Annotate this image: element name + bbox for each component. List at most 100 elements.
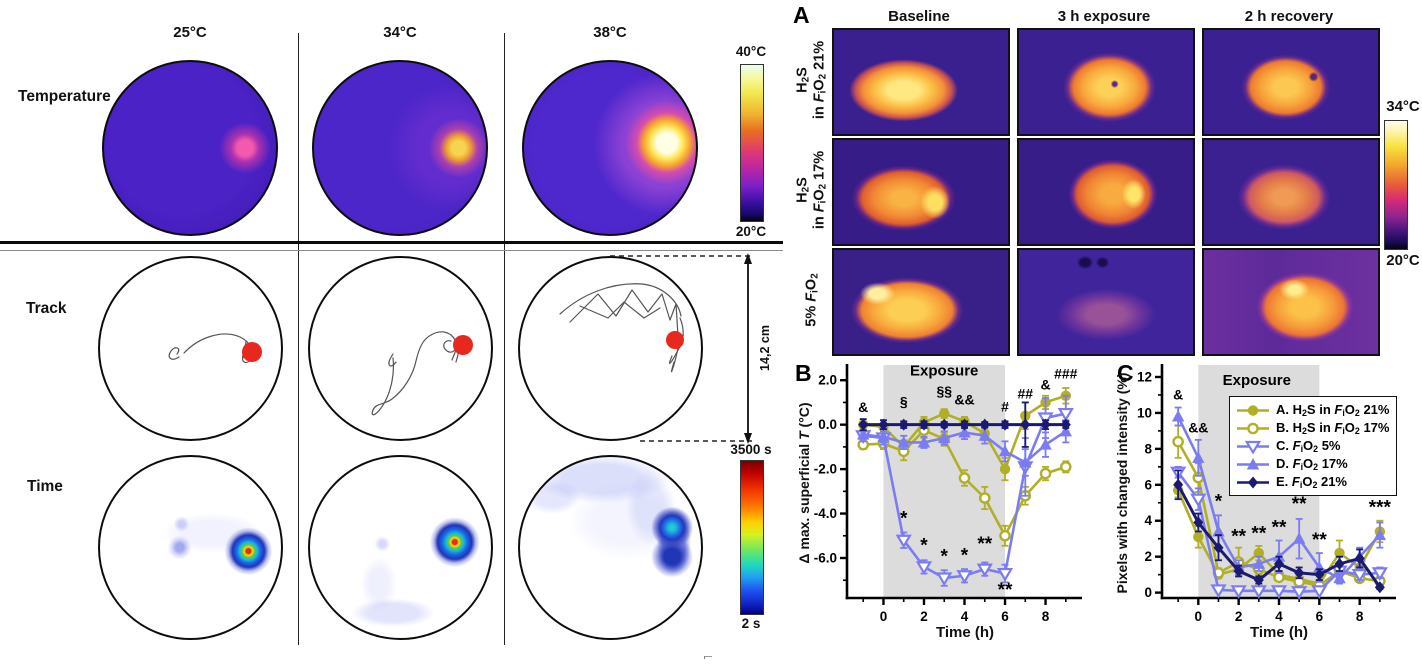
x-tick-label: 2: [1235, 609, 1243, 624]
series-marker: [1060, 418, 1071, 431]
temp-colorbar: [740, 64, 764, 222]
series-marker: [1354, 552, 1365, 565]
series-marker: [1333, 571, 1346, 584]
series-marker: [1334, 557, 1345, 570]
column-divider-1: [297, 33, 300, 645]
series-marker: [898, 418, 909, 431]
series-marker: [1000, 418, 1011, 431]
panel-a-header-baseline: Baseline: [888, 8, 950, 25]
track-arena-34c: [308, 256, 493, 441]
time-heatmap-arena-38c: [518, 455, 703, 640]
series-marker: [1311, 585, 1328, 599]
panel-a-row-label-fio2-5: 5% FiO2: [803, 273, 820, 326]
significance-annotation: &: [858, 399, 868, 415]
series-marker: [938, 431, 951, 443]
legend-entry: A. H2S in FiO2 21%: [1235, 401, 1389, 419]
series-marker: [1374, 581, 1385, 594]
panel-b-chart: B 2.0 0.0 -2.0 -4.0 -6.0 0 2 4 6 8 Exposure & § §§ && #…: [790, 360, 1112, 672]
mouse-position-dot: [242, 342, 262, 362]
series-marker: [1371, 567, 1388, 582]
y-tick-label: 0: [1144, 585, 1152, 600]
significance-annotation: **: [977, 534, 992, 555]
diameter-label: 14,2 cm: [757, 325, 772, 371]
x-tick-label: 6: [1316, 609, 1324, 624]
panel-a-header-3h-exposure: 3 h exposure: [1057, 8, 1151, 25]
legend-marker-sample: [1237, 476, 1269, 488]
series-e: [858, 401, 1071, 448]
series-marker: [1059, 461, 1072, 473]
series-marker: [1270, 585, 1288, 599]
series-marker: [1274, 557, 1284, 570]
exposure-label: Exposure: [910, 362, 978, 379]
row-divider-light: [0, 249, 783, 251]
time-heatmap-arena-25c: [98, 455, 283, 640]
y-tick-label: 2.0: [818, 373, 837, 388]
series-marker: [877, 430, 890, 442]
series-marker: [1253, 547, 1265, 559]
series-marker: [1057, 407, 1074, 422]
series-marker: [978, 492, 991, 504]
x-tick-label: 4: [1275, 609, 1283, 624]
panel-c-xlabel: Time (h): [1249, 624, 1309, 641]
track-arena-38c: [518, 256, 703, 441]
series-marker: [897, 435, 910, 448]
series-c: [855, 394, 1074, 587]
legend-entry-label: A. H2S in FiO2 21%: [1276, 402, 1390, 418]
arena-column-header-38c: 38°C: [593, 24, 627, 41]
significance-annotation: **: [998, 580, 1013, 601]
series-marker: [1244, 440, 1262, 454]
series-marker: [1291, 586, 1308, 600]
y-tick-label: 10: [1137, 405, 1152, 420]
series-marker: [1314, 568, 1325, 581]
legend-entry: E. FiO2 21%: [1235, 473, 1389, 491]
series-marker: [1253, 574, 1264, 587]
y-tick-label: 0.0: [818, 417, 837, 432]
diameter-annotation-arrow: [610, 253, 752, 444]
panel-b-label: B: [795, 360, 812, 386]
significance-annotation: *: [920, 535, 928, 556]
x-tick-label: 8: [1042, 609, 1050, 624]
legend-entry-label: E. FiO2 21%: [1276, 474, 1347, 490]
series-marker: [878, 418, 889, 431]
column-divider-2: [503, 33, 506, 645]
y-tick-label: -4.0: [814, 506, 837, 521]
thermal-arena-34c: [312, 60, 488, 236]
series-marker: [1171, 410, 1185, 422]
series-marker: [1040, 418, 1051, 431]
legend-entry-label: C. FiO2 5%: [1276, 438, 1341, 454]
series-marker: [1193, 516, 1204, 529]
time-colorbar: [740, 460, 764, 615]
legend-entry: D. FiO2 17%: [1235, 455, 1389, 473]
row-label-track: Track: [26, 300, 67, 317]
panel-c-ylabel: Pixels with changed intensity (%): [1113, 372, 1130, 594]
x-tick-label: 2: [920, 609, 928, 624]
x-tick-label: 8: [1356, 609, 1364, 624]
thermal-image-fio2-5-recovery: [1202, 248, 1380, 356]
series-marker: [1247, 404, 1259, 416]
significance-annotation: **: [1231, 526, 1246, 547]
significance-annotation: &&: [954, 392, 974, 408]
legend-marker-sample: [1237, 422, 1269, 434]
time-colorbar-max-label: 3500 s: [730, 442, 772, 457]
series-marker: [1039, 438, 1052, 450]
thermal-arena-25c: [102, 60, 278, 236]
significance-annotation: **: [1312, 530, 1327, 551]
legend-entry-label: D. FiO2 17%: [1276, 456, 1348, 472]
time-heatmap-arena-34c: [308, 455, 493, 640]
chart-legend: A. H2S in FiO2 21% B. H2S in FiO2 17% C. F…: [1229, 396, 1398, 496]
panel-b-ylabel: Δ max. superficial T (°C): [795, 402, 812, 564]
significance-annotation: &&: [1188, 420, 1208, 436]
series-e: [1173, 469, 1385, 594]
x-tick-label: 0: [1195, 609, 1203, 624]
series-marker: [998, 444, 1012, 457]
panel-a-row1-line1: H2S: [794, 67, 812, 93]
series-marker: [1247, 422, 1259, 434]
series-marker: [936, 572, 953, 587]
significance-annotation: **: [1251, 524, 1266, 545]
series-marker: [1250, 585, 1267, 599]
legend-marker-sample: [1237, 457, 1269, 469]
series-marker: [979, 418, 990, 431]
series-marker: [1233, 565, 1244, 578]
significance-annotation: ##: [1017, 385, 1033, 401]
series-marker: [1213, 541, 1224, 554]
